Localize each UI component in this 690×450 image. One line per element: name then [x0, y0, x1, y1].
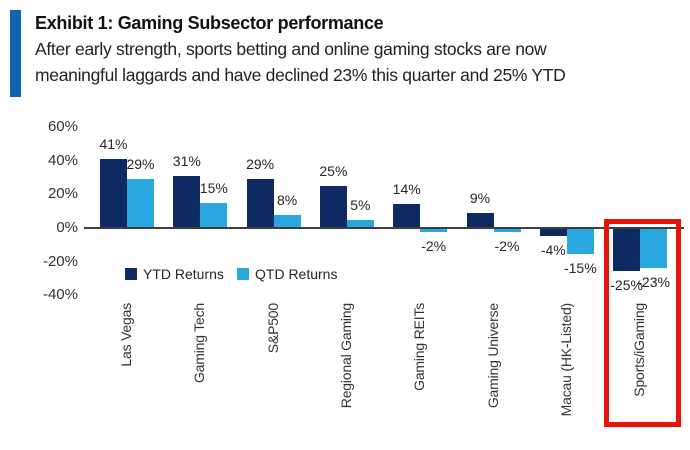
- bar-qtd-returns-las-vegas: [127, 179, 154, 228]
- bar-qtd-returns-sports-igaming: [640, 229, 668, 268]
- value-label-ytd-returns-gaming-tech: 31%: [172, 152, 201, 169]
- value-label-qtd-returns-gaming-reits: -2%: [421, 238, 447, 255]
- exhibit-subtitle-line1: After early strength, sports betting and…: [35, 39, 547, 59]
- value-label-qtd-returns-macau-hk-listed: -15%: [563, 260, 597, 277]
- bar-qtd-returns-gaming-tech: [200, 202, 228, 228]
- bar-ytd-returns-gaming-reits: [393, 204, 421, 228]
- bar-ytd-returns-s-p500: [246, 179, 274, 228]
- value-label-qtd-returns-sports-igaming: -23%: [637, 273, 670, 290]
- ytd-legend-label: YTD Returns: [143, 266, 224, 282]
- category-label-gaming-universe: Gaming Universe: [484, 303, 501, 409]
- bar-ytd-returns-gaming-universe: [466, 212, 494, 228]
- value-label-ytd-returns-gaming-reits: 14%: [392, 181, 421, 198]
- bar-qtd-returns-gaming-reits: [420, 229, 448, 233]
- exhibit-title: Exhibit 1: Gaming Subsector performance: [35, 13, 384, 33]
- category-label-regional-gaming: Regional Gaming: [337, 303, 354, 409]
- bar-qtd-returns-s-p500: [273, 214, 301, 228]
- value-label-ytd-returns-gaming-universe: 9%: [469, 189, 491, 206]
- y-axis-tick-label: 0%: [56, 219, 78, 236]
- value-label-ytd-returns-macau-hk-listed: -4%: [540, 241, 566, 258]
- bar-qtd-returns-gaming-universe: [493, 229, 521, 233]
- y-axis-tick-label: -40%: [42, 286, 78, 304]
- qtd-legend-swatch-icon: [237, 268, 249, 280]
- x-axis-line: [84, 227, 684, 229]
- bar-ytd-returns-sports-igaming: [613, 229, 641, 271]
- ytd-legend-swatch-icon: [125, 268, 137, 280]
- y-axis-tick-label: 40%: [47, 151, 78, 169]
- y-axis-tick-label: -20%: [42, 252, 78, 270]
- bar-ytd-returns-gaming-tech: [173, 175, 201, 228]
- bar-ytd-returns-las-vegas: [100, 159, 127, 228]
- bar-qtd-returns-regional-gaming: [346, 219, 374, 228]
- exhibit-subtitle-line2: meaningful laggards and have declined 23…: [35, 65, 566, 85]
- category-label-s-p500: S&P500: [264, 303, 281, 354]
- y-axis-tick-label: 60%: [47, 118, 78, 136]
- value-label-qtd-returns-las-vegas: 29%: [126, 156, 155, 173]
- category-label-gaming-reits: Gaming REITs: [411, 303, 428, 391]
- legend-item-ytd: YTD Returns: [125, 266, 224, 282]
- value-label-ytd-returns-sports-igaming: -25%: [610, 277, 643, 293]
- bar-ytd-returns-regional-gaming: [319, 186, 347, 228]
- bar-qtd-returns-macau-hk-listed: [566, 229, 594, 255]
- header: Exhibit 1: Gaming Subsector performance …: [35, 10, 675, 88]
- qtd-legend-label: QTD Returns: [255, 266, 338, 282]
- category-label-las-vegas: Las Vegas: [118, 303, 134, 367]
- value-label-ytd-returns-regional-gaming: 25%: [319, 163, 348, 179]
- value-label-qtd-returns-gaming-universe: -2%: [494, 238, 520, 255]
- value-label-qtd-returns-s-p500: 8%: [276, 191, 298, 208]
- accent-bar: [10, 10, 21, 97]
- highlight-rectangle: [604, 219, 681, 427]
- category-label-macau-hk-listed: Macau (HK-Listed): [557, 303, 574, 417]
- value-label-qtd-returns-regional-gaming: 5%: [350, 196, 371, 213]
- y-axis-tick-label: 20%: [47, 185, 78, 203]
- value-label-ytd-returns-las-vegas: 41%: [99, 136, 128, 153]
- value-label-ytd-returns-s-p500: 29%: [246, 156, 275, 173]
- value-label-qtd-returns-gaming-tech: 15%: [199, 179, 228, 196]
- legend-item-qtd: QTD Returns: [237, 266, 337, 282]
- bar-ytd-returns-macau-hk-listed: [539, 229, 567, 236]
- category-label-gaming-tech: Gaming Tech: [191, 303, 208, 384]
